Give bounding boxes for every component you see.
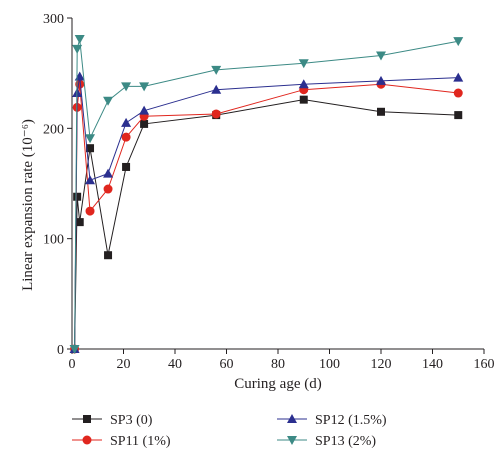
legend-marker [287, 414, 297, 423]
x-tick-label: 80 [271, 357, 285, 372]
legend-item: SP3 (0) [72, 413, 153, 428]
y-tick-label: 200 [43, 122, 64, 137]
legend-label: SP13 (2%) [315, 434, 376, 449]
data-point [454, 111, 463, 120]
data-point [376, 75, 386, 85]
data-point [69, 345, 80, 354]
plot-area [69, 34, 464, 354]
data-point [211, 109, 221, 119]
data-point [85, 134, 96, 144]
data-point [376, 51, 386, 61]
x-tick-label: 120 [371, 357, 392, 372]
data-point [139, 82, 150, 92]
x-tick-label: 100 [319, 357, 340, 372]
series-line [74, 76, 459, 350]
data-point [75, 79, 85, 89]
data-point [73, 192, 82, 201]
data-point [139, 105, 150, 115]
series-line [74, 99, 459, 350]
data-point [140, 119, 149, 128]
data-point [74, 34, 85, 44]
data-point [122, 162, 131, 171]
data-point [75, 218, 84, 227]
data-point [86, 144, 95, 153]
data-point [211, 84, 222, 94]
data-point [103, 96, 114, 106]
legend-label: SP12 (1.5%) [315, 413, 387, 428]
series-line [74, 38, 459, 350]
data-point [298, 79, 309, 89]
y-tick-label: 100 [43, 233, 64, 248]
x-tick-label: 160 [474, 357, 495, 372]
legend-marker [287, 436, 297, 445]
axes: 0 20 40 60 80 100 120 140 160 0 100 200 300 [43, 12, 495, 372]
data-point [377, 107, 385, 116]
data-point [103, 184, 113, 194]
x-tick-label: 60 [220, 357, 234, 372]
x-tick-label: 40 [168, 357, 182, 372]
data-point [72, 44, 83, 54]
data-point [453, 72, 464, 82]
x-tick-label: 20 [117, 357, 131, 372]
series-4 [69, 34, 464, 354]
legend-item: SP13 (2%) [277, 434, 376, 449]
data-point [299, 95, 308, 104]
data-point [298, 59, 309, 69]
legend-label: SP11 (1%) [110, 434, 171, 449]
series-line [74, 83, 459, 350]
data-point [85, 206, 95, 216]
data-point [85, 175, 96, 185]
data-point [103, 168, 114, 178]
data-point [104, 251, 113, 260]
legend-marker [82, 435, 92, 445]
legend-marker [83, 415, 91, 423]
data-point [453, 88, 463, 98]
legend-item: SP12 (1.5%) [277, 413, 387, 428]
data-point [453, 37, 464, 47]
legend-label: SP3 (0) [110, 413, 153, 428]
data-point [211, 65, 222, 75]
y-tick-label: 300 [43, 12, 64, 27]
legend: SP3 (0) SP11 (1%) SP12 (1.5%) SP13 (2%) [72, 413, 387, 449]
x-tick-label: 0 [69, 357, 76, 372]
y-axis-label: Linear expansion rate (10⁻⁶) [20, 119, 36, 291]
x-axis-label: Curing age (d) [234, 376, 321, 392]
data-point [121, 132, 131, 142]
x-tick-label: 140 [422, 357, 443, 372]
y-tick-label: 0 [57, 343, 64, 358]
data-point [121, 117, 132, 127]
data-point [121, 82, 132, 92]
series-3 [69, 71, 464, 353]
legend-item: SP11 (1%) [72, 434, 171, 449]
